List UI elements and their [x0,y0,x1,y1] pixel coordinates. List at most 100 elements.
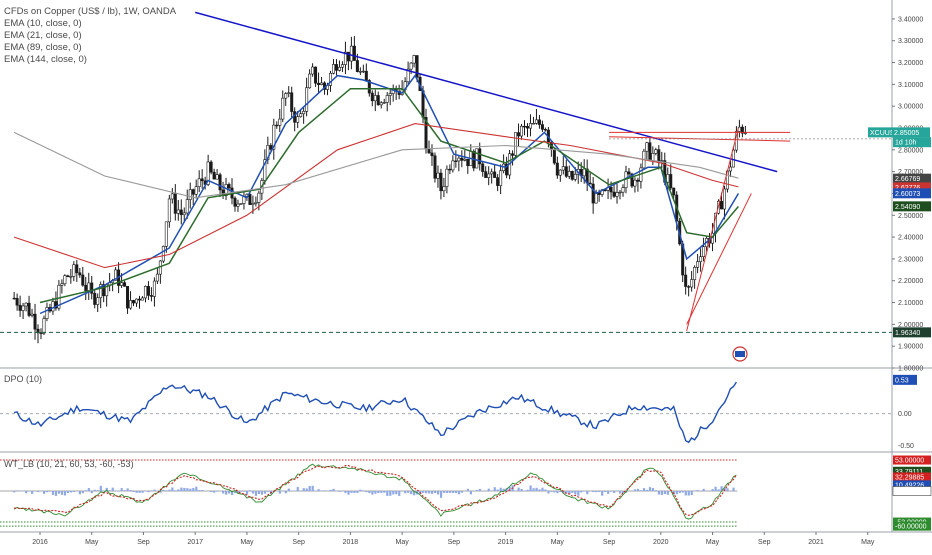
wt-histogram-bar [79,491,81,494]
wt-histogram-bar [613,491,615,493]
wt-histogram-bar [267,491,269,492]
ema89-legend: EMA (89, close, 0) [4,42,176,54]
wt-histogram-bar [440,491,442,498]
candle-body [565,167,567,177]
wt-histogram-bar [598,491,600,492]
wt-histogram-bar [198,490,200,491]
candle-body [13,298,15,299]
wt-histogram-bar [449,491,451,493]
candle-body [183,213,185,215]
candle-body [467,159,469,165]
wt-histogram-bar [121,488,123,491]
wt-histogram-bar [389,491,391,496]
candle-body [487,174,489,178]
wt-histogram-bar [395,491,397,494]
candle-body [192,190,194,195]
candle-body [684,275,686,286]
candle-body [562,167,564,170]
wt-histogram-bar [73,491,75,492]
wt-histogram-bar [571,491,573,493]
price-tag-label-ema10: 2.60073 [895,191,920,198]
wt-histogram-bar [243,491,245,492]
price-tag-label-support: 1.96340 [895,330,920,337]
wt-histogram-bar [133,491,135,492]
wt-histogram-bar [371,491,373,495]
wt-histogram-bar [318,489,320,491]
candle-body [291,93,293,112]
wt-histogram-bar [532,488,534,491]
wt-histogram-bar [264,491,266,494]
wt-histogram-bar [362,490,364,491]
wt-histogram-bar [461,491,463,493]
wt-histogram-bar [291,491,293,492]
wt-histogram-bar [61,491,63,495]
wt-histogram-bar [404,491,406,493]
wt-histogram-bar [715,487,717,491]
candle-body [410,63,412,69]
candle-body [535,120,537,123]
candle-body [464,159,466,160]
candle-body [428,149,430,153]
wt-histogram-bar [431,491,433,494]
wt-histogram-bar [574,491,576,494]
candle-body [258,193,260,202]
candle-body [138,299,140,300]
wt-histogram-bar [616,490,618,491]
wt-histogram-bar [688,491,690,495]
wt-histogram-bar [682,491,684,492]
time-tick-label: May [551,539,565,546]
price-tick-label: 2.20000 [898,278,923,285]
candle-body [338,67,340,70]
wt-histogram-bar [186,488,188,491]
wt-histogram-bar [249,490,251,491]
candle-body [440,173,442,191]
time-tick-label: May [240,539,254,546]
candle-body [559,170,561,175]
wt-histogram-bar [455,491,457,493]
wt-histogram-bar [165,490,167,491]
candle-body [147,286,149,295]
wt-histogram-bar [258,491,260,494]
candle-body [234,198,236,206]
candle-body [723,189,725,209]
candle-body [252,203,254,204]
candle-body [359,71,361,72]
time-tick-label: May [706,539,720,546]
wt-histogram-bar [655,490,657,491]
candle-body [434,156,436,179]
candle-body [299,114,301,117]
candle-body [317,83,319,84]
wt-histogram-bar [168,490,170,491]
candle-body [156,274,158,281]
candle-body [616,193,618,197]
dpo-tick-label: -0.50 [898,443,914,450]
candle-body [383,102,385,103]
time-tick-label: Sep [137,539,150,546]
wt-histogram-bar [324,490,326,491]
candle-body [613,192,615,196]
wt-histogram-bar [488,489,490,491]
wt-histogram-bar [43,491,45,494]
wt-histogram-bar [607,491,609,494]
candle-body [619,192,621,193]
candle-body [574,174,576,179]
ema144-legend: EMA (144, close, 0) [4,54,176,66]
wt-histogram-bar [28,491,30,492]
wt-histogram-bar [330,490,332,491]
wt-histogram-bar [544,489,546,491]
wt-histogram-bar [697,490,699,491]
wt-histogram-bar [82,491,84,493]
candle-body [670,174,672,188]
candle-body [276,125,278,126]
candle-body [693,267,695,279]
candle-body [255,202,257,203]
candle-body [31,314,33,315]
candle-body [120,283,122,286]
candle-body [228,184,230,188]
candle-body [455,161,457,162]
candle-body [377,95,379,104]
candle-body [699,257,701,262]
candle-body [296,117,298,123]
